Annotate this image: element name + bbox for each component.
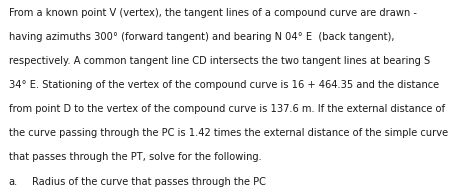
Text: respectively. A common tangent line CD intersects the two tangent lines at beari: respectively. A common tangent line CD i… bbox=[9, 56, 429, 66]
Text: the curve passing through the PC is 1.42 times the external distance of the simp: the curve passing through the PC is 1.42… bbox=[9, 128, 447, 138]
Text: Radius of the curve that passes through the PC: Radius of the curve that passes through … bbox=[32, 177, 266, 187]
Text: From a known point V (vertex), the tangent lines of a compound curve are drawn -: From a known point V (vertex), the tange… bbox=[9, 8, 417, 18]
Text: from point D to the vertex of the compound curve is 137.6 m. If the external dis: from point D to the vertex of the compou… bbox=[9, 104, 445, 114]
Text: that passes through the PT, solve for the following.: that passes through the PT, solve for th… bbox=[9, 152, 261, 162]
Text: 34° E. Stationing of the vertex of the compound curve is 16 + 464.35 and the dis: 34° E. Stationing of the vertex of the c… bbox=[9, 80, 438, 90]
Text: a.: a. bbox=[9, 177, 18, 187]
Text: having azimuths 300° (forward tangent) and bearing N 04° E  (back tangent),: having azimuths 300° (forward tangent) a… bbox=[9, 32, 394, 42]
